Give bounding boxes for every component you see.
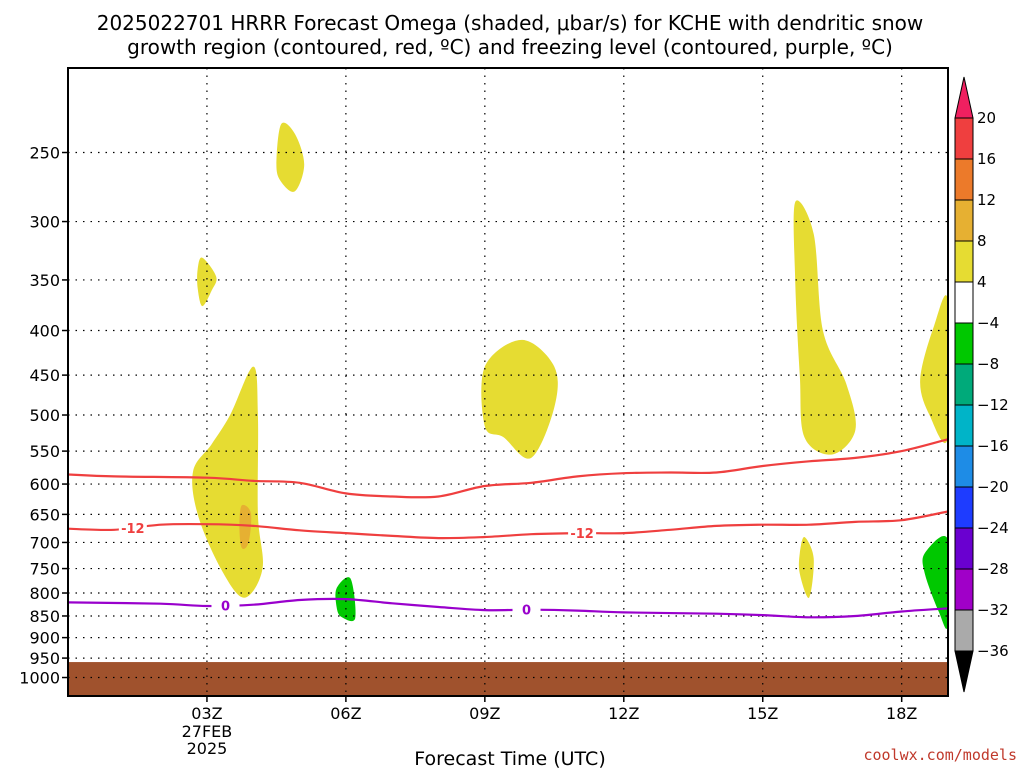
contour-label-2-0: 0 xyxy=(221,599,230,614)
omega-region-2 xyxy=(192,366,264,598)
omega-region-5 xyxy=(793,200,856,455)
plot-frame xyxy=(67,67,949,697)
colorbar-label-0: 20 xyxy=(977,109,996,127)
x-axis-label: Forecast Time (UTC) xyxy=(414,748,605,768)
contour-line-0 xyxy=(68,510,948,540)
colorbar-box-6 xyxy=(954,322,974,365)
plot-content: -12 -12 0 0 xyxy=(68,68,948,696)
omega-region-3 xyxy=(239,504,252,549)
contour-label-bg-2-0 xyxy=(211,597,240,614)
contour-line-2 xyxy=(68,597,948,619)
y-tick-label-450: 450 xyxy=(29,366,60,385)
colorbar-label-10: −24 xyxy=(977,519,1009,537)
y-tick-label-950: 950 xyxy=(29,649,60,668)
contour-label-0-1: -12 xyxy=(570,527,594,542)
x-tick-label-1: 06Z xyxy=(330,704,361,723)
colorbar-box-12 xyxy=(954,568,974,611)
ground-fill xyxy=(68,662,948,696)
colorbar-box-4 xyxy=(954,240,974,283)
omega-region-7 xyxy=(920,295,948,444)
y-tick-label-600: 600 xyxy=(29,475,60,494)
x-tick-label-0: 03Z xyxy=(191,704,222,723)
x-date-label-0: 27FEB xyxy=(182,722,233,741)
y-axis: 250 300 350 400 450 500 550 600 650 700 750 800 850 9… xyxy=(19,144,68,688)
contour-label-bg-2-1 xyxy=(512,601,541,618)
y-tick-label-850: 850 xyxy=(29,607,60,626)
x-tick-label-3: 12Z xyxy=(608,704,639,723)
y-tick-label-350: 350 xyxy=(29,271,60,290)
omega-region-8 xyxy=(922,535,948,629)
colorbar-box-3 xyxy=(954,199,974,242)
x-tick-label-2: 09Z xyxy=(469,704,500,723)
y-tick-label-800: 800 xyxy=(29,584,60,603)
colorbar-label-7: −12 xyxy=(977,396,1009,414)
omega-region-0 xyxy=(276,122,305,192)
x-date-label-1: 2025 xyxy=(187,739,228,758)
colorbar-label-5: −4 xyxy=(977,314,999,332)
y-tick-label-700: 700 xyxy=(29,533,60,552)
colorbar-label-11: −28 xyxy=(977,560,1009,578)
plot-area: -12 -12 0 0 xyxy=(67,67,949,697)
omega-region-4 xyxy=(481,339,558,459)
colorbar-arrow-top xyxy=(954,76,974,119)
colorbar-box-8 xyxy=(954,404,974,447)
colorbar-label-2: 12 xyxy=(977,191,996,209)
colorbar-box-9 xyxy=(954,445,974,488)
y-tick-label-400: 400 xyxy=(29,322,60,341)
colorbar-box-10 xyxy=(954,486,974,529)
colorbar-label-13: −36 xyxy=(977,642,1009,660)
colorbar-label-1: 16 xyxy=(977,150,996,168)
y-tick-label-1000: 1000 xyxy=(19,669,60,688)
title-line-2: growth region (contoured, red, ºC) and f… xyxy=(127,35,893,59)
colorbar-label-9: −20 xyxy=(977,478,1009,496)
colorbar-arrow-bottom xyxy=(954,650,974,693)
title-line-1: 2025022701 HRRR Forecast Omega (shaded, … xyxy=(97,11,924,35)
y-tick-label-250: 250 xyxy=(29,144,60,163)
contour-label-bg-0-0 xyxy=(118,519,147,536)
colorbar-box-13 xyxy=(954,609,974,652)
colorbar-box-5 xyxy=(954,281,974,324)
omega-region-1 xyxy=(197,257,217,307)
contour-label-2-1: 0 xyxy=(522,604,531,619)
colorbar-label-12: −32 xyxy=(977,601,1009,619)
colorbar-label-6: −8 xyxy=(977,355,999,373)
colorbar-label-3: 8 xyxy=(977,232,987,250)
contour-line-1 xyxy=(68,438,948,499)
chart-title: 2025022701 HRRR Forecast Omega (shaded, … xyxy=(97,11,924,59)
colorbar-box-7 xyxy=(954,363,974,406)
colorbar-label-8: −16 xyxy=(977,437,1009,455)
contour-label-0-0: -12 xyxy=(121,522,145,537)
omega-region-6 xyxy=(798,536,814,598)
x-tick-label-4: 15Z xyxy=(747,704,778,723)
y-tick-label-900: 900 xyxy=(29,629,60,648)
y-tick-label-500: 500 xyxy=(29,406,60,425)
colorbar-label-4: 4 xyxy=(977,273,987,291)
y-tick-label-300: 300 xyxy=(29,213,60,232)
x-tick-label-5: 18Z xyxy=(886,704,917,723)
credit-text: coolwx.com/models xyxy=(863,746,1017,764)
y-tick-label-650: 650 xyxy=(29,505,60,524)
colorbar-box-1 xyxy=(954,117,974,160)
y-tick-label-750: 750 xyxy=(29,560,60,579)
contour-label-bg-0-1 xyxy=(568,525,597,542)
colorbar: 20 16 12 8 4 −4 −8 −12 −16 −20 −24 −28 −32 −36 xyxy=(954,76,1009,693)
colorbar-box-2 xyxy=(954,158,974,201)
y-tick-label-550: 550 xyxy=(29,442,60,461)
colorbar-box-11 xyxy=(954,527,974,570)
